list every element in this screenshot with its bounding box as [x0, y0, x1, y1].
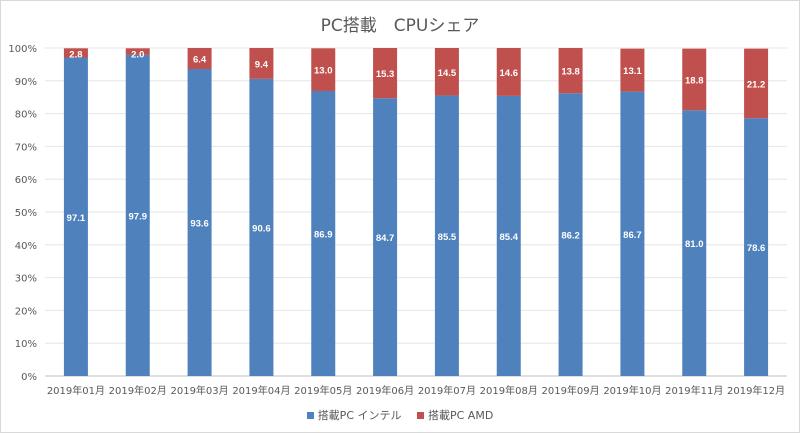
data-label: 2.0 — [131, 49, 144, 60]
bar-intel — [125, 54, 150, 376]
bar-intel — [311, 90, 336, 376]
bar-amd — [187, 48, 212, 69]
data-label: 13.8 — [561, 67, 580, 78]
legend-swatch — [417, 411, 424, 419]
x-tick-label: 2019年01月 — [47, 384, 105, 397]
bar-amd — [249, 48, 274, 79]
x-tick-label: 2019年02月 — [109, 384, 167, 397]
bar-intel — [63, 57, 88, 377]
x-tick-label: 2019年09月 — [541, 384, 599, 397]
x-tick-label: 2019年05月 — [294, 384, 352, 397]
data-label: 86.7 — [623, 230, 642, 241]
data-label: 85.5 — [438, 232, 457, 243]
data-label: 90.6 — [252, 223, 271, 234]
x-tick-label: 2019年12月 — [727, 384, 785, 397]
x-tick-label: 2019年10月 — [603, 384, 661, 397]
data-label: 84.7 — [376, 233, 395, 244]
legend-label: 搭載PC AMD — [428, 409, 494, 422]
bar-amd — [620, 48, 645, 92]
legend-item-amd: 搭載PC AMD — [417, 407, 493, 423]
y-tick-label: 20% — [15, 306, 37, 317]
data-label: 97.9 — [129, 211, 148, 222]
data-label: 15.3 — [376, 69, 395, 80]
bar-amd — [682, 48, 707, 111]
data-label: 85.4 — [500, 232, 519, 243]
data-label: 13.0 — [314, 66, 333, 77]
x-tick-label: 2019年04月 — [232, 384, 290, 397]
bar-amd — [496, 48, 521, 96]
bar-intel — [434, 95, 459, 376]
bar-intel — [373, 98, 398, 377]
bar-amd — [63, 48, 88, 58]
data-label: 81.0 — [685, 239, 704, 250]
legend-label: 搭載PC インテル — [317, 409, 402, 422]
bar-amd — [125, 48, 150, 55]
y-tick-label: 10% — [15, 339, 37, 350]
bar-amd — [744, 48, 769, 119]
x-tick-label: 2019年08月 — [480, 384, 538, 397]
data-label: 97.1 — [67, 213, 86, 224]
bar-amd — [311, 48, 336, 91]
bar-intel — [682, 110, 707, 376]
data-label: 14.6 — [500, 68, 519, 79]
chart-title: PC搭載 CPUシェア — [320, 16, 480, 36]
y-tick-label: 50% — [15, 208, 37, 219]
bar-intel — [249, 78, 274, 376]
y-tick-label: 100% — [8, 44, 37, 55]
y-tick-label: 40% — [15, 241, 37, 252]
x-tick-label: 2019年03月 — [170, 384, 228, 397]
legend-item-intel: 搭載PC インテル — [306, 407, 402, 423]
bar-intel — [496, 95, 521, 376]
y-tick-label: 80% — [15, 110, 37, 121]
bar-amd — [558, 48, 583, 94]
y-tick-label: 90% — [15, 77, 37, 88]
y-tick-label: 30% — [15, 274, 37, 285]
legend: 搭載PC インテル 搭載PC AMD — [1, 407, 799, 423]
bar-intel — [744, 118, 769, 376]
legend-swatch — [306, 411, 314, 419]
x-tick-label: 2019年07月 — [418, 384, 476, 397]
bar-amd — [373, 48, 398, 99]
data-label: 2.8 — [69, 49, 82, 60]
data-label: 21.2 — [747, 79, 766, 90]
bar-intel — [187, 68, 212, 376]
data-label: 13.1 — [623, 66, 642, 77]
data-label: 86.2 — [561, 231, 580, 242]
data-label: 6.4 — [193, 54, 207, 65]
bar-intel — [558, 93, 583, 376]
bar-intel — [620, 91, 645, 377]
y-tick-label: 60% — [15, 175, 37, 186]
data-label: 86.9 — [314, 229, 333, 240]
data-label: 9.4 — [255, 59, 269, 70]
x-tick-label: 2019年11月 — [665, 384, 723, 397]
data-label: 93.6 — [190, 218, 209, 229]
y-tick-label: 0% — [21, 372, 37, 383]
data-label: 14.5 — [438, 68, 457, 79]
data-label: 18.8 — [685, 75, 704, 86]
bar-amd — [434, 48, 459, 96]
x-tick-label: 2019年06月 — [356, 384, 414, 397]
y-tick-label: 70% — [15, 142, 37, 153]
data-label: 78.6 — [747, 243, 766, 254]
